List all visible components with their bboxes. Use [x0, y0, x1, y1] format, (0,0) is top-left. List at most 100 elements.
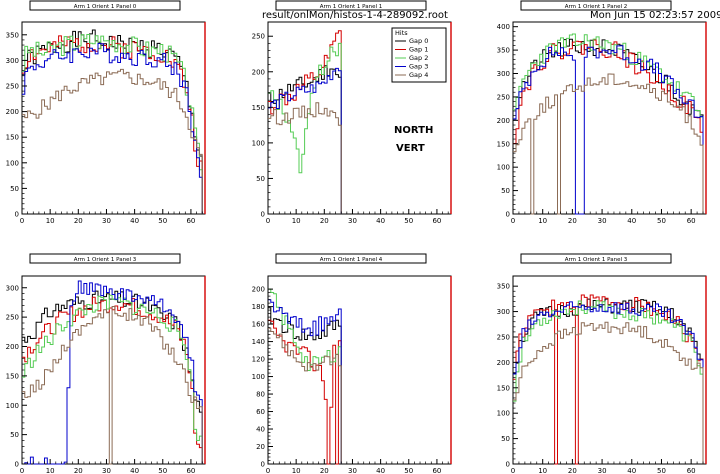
x-tick-label: 50 — [158, 467, 167, 474]
y-tick-label: 100 — [6, 159, 19, 167]
y-tick-label: 200 — [252, 68, 265, 76]
y-tick-label: 0 — [15, 461, 19, 469]
y-tick-label: 50 — [10, 431, 19, 439]
series-gap-2 — [268, 42, 342, 214]
chart-panel-3: Arm 1 Orient 1 Panel 3050100150200250300… — [6, 253, 206, 474]
y-tick-label: 150 — [6, 134, 19, 142]
chart-panel-2: Arm 1 Orient 1 Panel 2050100150200250300… — [497, 0, 707, 225]
series-gap-2 — [22, 294, 203, 464]
y-tick-label: 50 — [256, 175, 265, 183]
series-gap-4 — [268, 102, 342, 214]
y-tick-label: 160 — [252, 321, 265, 329]
x-tick-label: 10 — [292, 217, 301, 225]
series-gap-4 — [22, 68, 203, 214]
y-tick-label: 80 — [256, 391, 265, 399]
chart-panel-0: Arm 1 Orient 1 Panel 0050100150200250300… — [6, 0, 206, 225]
legend-box — [391, 27, 447, 83]
x-tick-label: 50 — [657, 467, 666, 474]
chart-panel-4: Arm 1 Orient 1 Panel 4020406080100120140… — [252, 253, 452, 474]
x-tick-label: 10 — [538, 217, 547, 225]
series-gap-2 — [513, 300, 704, 464]
legend-entry: Gap 4 — [409, 71, 428, 79]
panel-title: Arm 1 Orient 1 Panel 0 — [74, 4, 137, 10]
panel-title: Arm 1 Orient 1 Panel 1 — [320, 4, 383, 10]
y-tick-label: 150 — [6, 372, 19, 380]
legend-entry: Gap 2 — [409, 54, 428, 62]
x-tick-label: 30 — [102, 467, 111, 474]
panel-title-box: Arm 1 Orient 1 Panel 1 — [275, 0, 427, 11]
series-gap-0 — [22, 29, 203, 214]
y-tick-label: 100 — [497, 410, 510, 418]
x-tick-label: 0 — [266, 467, 270, 474]
x-tick-label: 60 — [186, 467, 195, 474]
series-gap-1 — [513, 294, 704, 465]
y-tick-label: 400 — [497, 23, 510, 31]
y-tick-label: 120 — [252, 356, 265, 364]
x-tick-label: 40 — [130, 217, 139, 225]
x-tick-label: 0 — [20, 467, 24, 474]
x-tick-label: 60 — [432, 217, 441, 225]
x-tick-label: 50 — [158, 217, 167, 225]
y-tick-label: 50 — [501, 187, 510, 195]
panel-title-border — [29, 253, 181, 264]
y-tick-label: 60 — [256, 408, 265, 416]
series-gap-3 — [22, 43, 203, 214]
y-tick-label: 200 — [6, 108, 19, 116]
y-tick-label: 50 — [501, 435, 510, 443]
series-gap-3 — [268, 67, 342, 214]
panel-title-box: Arm 1 Orient 1 Panel 4 — [275, 253, 427, 264]
y-tick-label: 250 — [6, 314, 19, 322]
annotation-vert: VERT — [396, 143, 425, 154]
x-tick-label: 20 — [568, 217, 577, 225]
series-gap-3 — [513, 45, 704, 215]
x-tick-label: 50 — [404, 217, 413, 225]
series-gap-4 — [268, 327, 342, 464]
y-tick-label: 0 — [15, 211, 19, 219]
series-gap-3 — [268, 299, 342, 464]
timestamp-label: Mon Jun 15 02:23:57 2009 — [590, 10, 720, 21]
y-tick-label: 100 — [252, 373, 265, 381]
y-tick-label: 300 — [6, 284, 19, 292]
series-gap-1 — [22, 35, 203, 214]
y-tick-label: 200 — [497, 359, 510, 367]
chart-panel-1: Arm 1 Orient 1 Panel 1 0 50 100 150 200 250 0 10… — [252, 0, 452, 225]
x-tick-label: 30 — [348, 467, 357, 474]
series-gap-3 — [22, 280, 203, 465]
y-tick-label: 200 — [497, 117, 510, 125]
panel-title-border — [275, 253, 427, 264]
y-tick-label: 0 — [261, 461, 265, 469]
y-tick-label: 40 — [256, 426, 265, 434]
annotation-north: NORTH — [394, 125, 433, 136]
y-tick-label: 250 — [252, 33, 265, 41]
y-tick-label: 100 — [497, 164, 510, 172]
x-tick-label: 50 — [657, 217, 666, 225]
legend-entry: Gap 3 — [409, 63, 428, 71]
panel-title: Arm 1 Orient 1 Panel 4 — [320, 257, 383, 263]
y-tick-label: 180 — [252, 303, 265, 311]
plot-frame — [21, 21, 206, 215]
x-tick-label: 60 — [186, 217, 195, 225]
panel-title-border — [275, 0, 427, 11]
x-tick-label: 40 — [376, 217, 385, 225]
panel-title: Arm 1 Orient 1 Panel 3 — [565, 257, 628, 263]
legend-entry: Gap 1 — [409, 46, 428, 54]
panel-title-border — [520, 0, 672, 11]
y-tick-label: 200 — [252, 286, 265, 294]
series-gap-2 — [513, 33, 704, 214]
y-tick-label: 20 — [256, 443, 265, 451]
x-tick-label: 0 — [20, 217, 24, 225]
y-tick-label: 300 — [6, 57, 19, 65]
y-tick-label: 200 — [6, 343, 19, 351]
y-tick-label: 150 — [497, 384, 510, 392]
y-tick-label: 100 — [252, 139, 265, 147]
y-tick-label: 350 — [497, 283, 510, 291]
x-tick-label: 40 — [130, 467, 139, 474]
panel-title-box: Arm 1 Orient 1 Panel 3 — [520, 253, 672, 264]
legend-title: Hits — [395, 29, 408, 37]
panel-title-box: Arm 1 Orient 1 Panel 2 — [520, 0, 672, 11]
y-tick-label: 350 — [6, 31, 19, 39]
file-path-label: result/onlMon/histos-1-4-289092.root — [262, 10, 448, 21]
x-tick-label: 20 — [568, 467, 577, 474]
